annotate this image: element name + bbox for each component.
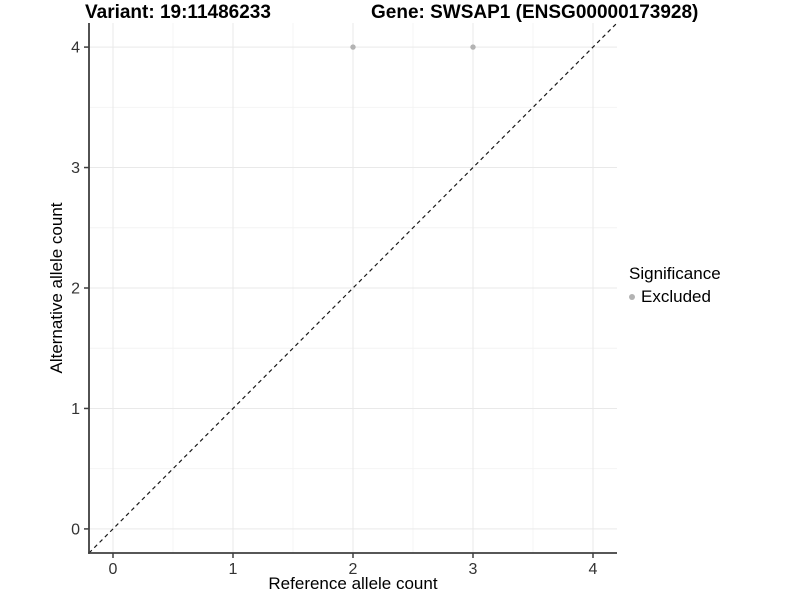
legend-item-excluded: Excluded bbox=[629, 287, 721, 307]
data-point bbox=[350, 44, 356, 50]
x-axis-title: Reference allele count bbox=[268, 574, 438, 593]
y-tick-label: 1 bbox=[71, 401, 80, 418]
x-tick-label: 3 bbox=[469, 561, 478, 578]
gene-title: Gene: SWSAP1 (ENSG00000173928) bbox=[371, 2, 699, 23]
y-tick-label: 2 bbox=[71, 281, 80, 298]
x-tick-label: 2 bbox=[349, 561, 358, 578]
legend: Significance Excluded bbox=[629, 264, 721, 307]
legend-title: Significance bbox=[629, 264, 721, 283]
identity-dashed-line bbox=[88, 22, 618, 554]
excluded-point-icon bbox=[629, 294, 635, 300]
y-tick-label: 4 bbox=[71, 40, 80, 57]
x-tick-label: 1 bbox=[229, 561, 238, 578]
variant-title: Variant: 19:11486233 bbox=[85, 2, 271, 23]
y-tick-label: 0 bbox=[71, 521, 80, 538]
legend-item-label: Excluded bbox=[641, 287, 711, 306]
x-tick-label: 0 bbox=[109, 561, 118, 578]
y-axis-title-text: Alternative allele count bbox=[47, 202, 66, 374]
y-tick-label: 3 bbox=[71, 160, 80, 177]
data-point bbox=[470, 44, 476, 50]
x-tick-label: 4 bbox=[589, 561, 598, 578]
